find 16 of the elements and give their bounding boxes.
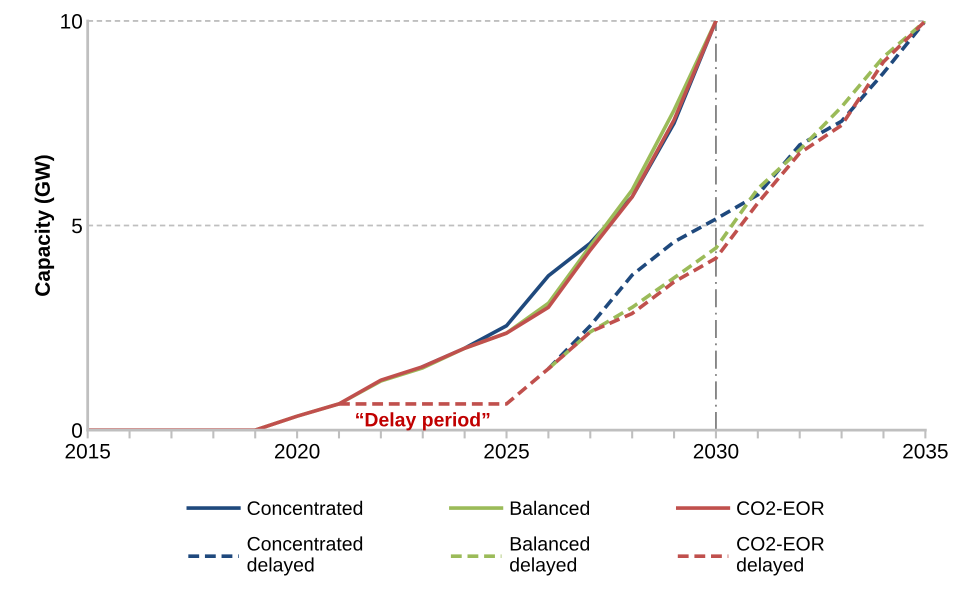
y-tick-label: 0 bbox=[72, 423, 82, 438]
legend-label: CO2-EOR bbox=[737, 501, 824, 516]
y-tick-label: 5 bbox=[72, 218, 82, 234]
legend-label: Concentrated delayed bbox=[247, 536, 362, 576]
legend-label: Concentrated bbox=[248, 500, 362, 516]
x-tick-label: 2020 bbox=[274, 444, 320, 459]
x-tick-label: 2030 bbox=[694, 444, 738, 459]
x-tick-label: 2035 bbox=[903, 444, 948, 459]
y-axis-title: Capacity (GW) bbox=[34, 155, 54, 296]
annotation: “Delay period” bbox=[356, 412, 490, 430]
legend-label: Balanced bbox=[510, 500, 590, 516]
legend-label: Balanced delayed bbox=[510, 536, 590, 576]
legend-label: CO2-EOR delayed bbox=[736, 536, 824, 576]
x-tick-label: 2015 bbox=[66, 444, 110, 459]
x-tick-label: 2025 bbox=[484, 444, 529, 459]
y-tick-label: 10 bbox=[61, 14, 82, 29]
